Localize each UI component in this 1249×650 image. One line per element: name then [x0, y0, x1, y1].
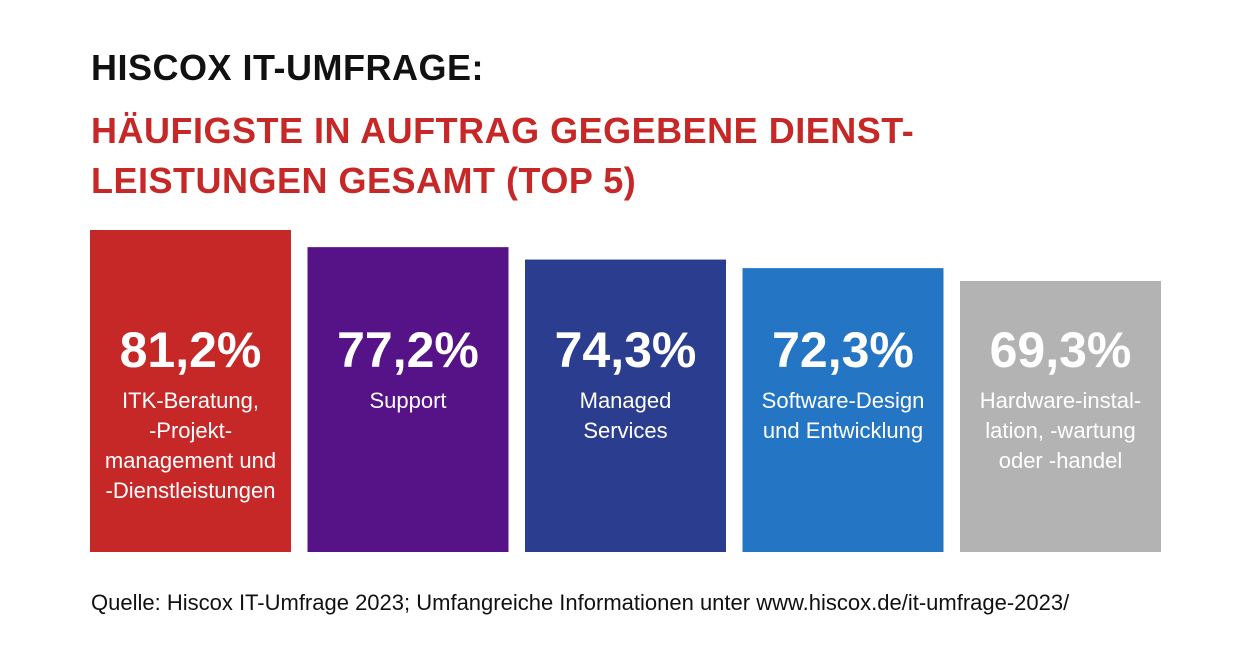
bar-category-label: Support [369, 388, 446, 413]
bar-value-label: 77,2% [337, 322, 479, 378]
bar-category-label: -Projekt- [149, 418, 232, 443]
bar-category-label: oder -handel [999, 448, 1123, 473]
bar-group: 74,3% Managed Services [525, 259, 726, 552]
bar [525, 259, 726, 552]
bar-category-label: -Dienstleistungen [106, 478, 276, 503]
bar-category-label: lation, -wartung [985, 418, 1135, 443]
bar-value-label: 72,3% [772, 322, 914, 378]
bar [742, 268, 944, 552]
source-note: Quelle: Hiscox IT-Umfrage 2023; Umfangre… [91, 590, 1070, 615]
subtitle-line-1: HÄUFIGSTE IN AUFTRAG GEGEBENE DIENST- [91, 110, 915, 151]
bar-group: 81,2% ITK-Beratung, -Projekt-management un… [90, 230, 291, 552]
subtitle-line-2: LEISTUNGEN GESAMT (TOP 5) [91, 160, 637, 201]
bar-group: 72,3% Software-Design und Entwicklung [742, 268, 944, 552]
bar-category-label: Hardware-instal- [980, 388, 1141, 413]
bar-value-label: 74,3% [555, 322, 697, 378]
bar-category-label: und Entwicklung [763, 418, 923, 443]
bar-category-label: Software-Design [762, 388, 925, 413]
chart-subtitle: HÄUFIGSTE IN AUFTRAG GEGEBENE DIENST- LE… [91, 106, 1091, 206]
bar-category-label: management und [105, 448, 276, 473]
bar-value-label: 81,2% [120, 322, 262, 378]
bar [960, 281, 1161, 552]
bar-value-label: 69,3% [990, 322, 1132, 378]
chart-title: HISCOX IT-UMFRAGE: [91, 47, 484, 88]
bar-group: 69,3% Hardware-instal-lation, -wartung ode… [960, 281, 1161, 552]
bar-category-label: Managed [580, 388, 672, 413]
bar [90, 230, 291, 552]
bar-category-label: Services [583, 418, 667, 443]
bar-group: 77,2% Support [307, 247, 509, 552]
bar-category-label: ITK-Beratung, [122, 388, 259, 413]
bar [307, 247, 509, 552]
